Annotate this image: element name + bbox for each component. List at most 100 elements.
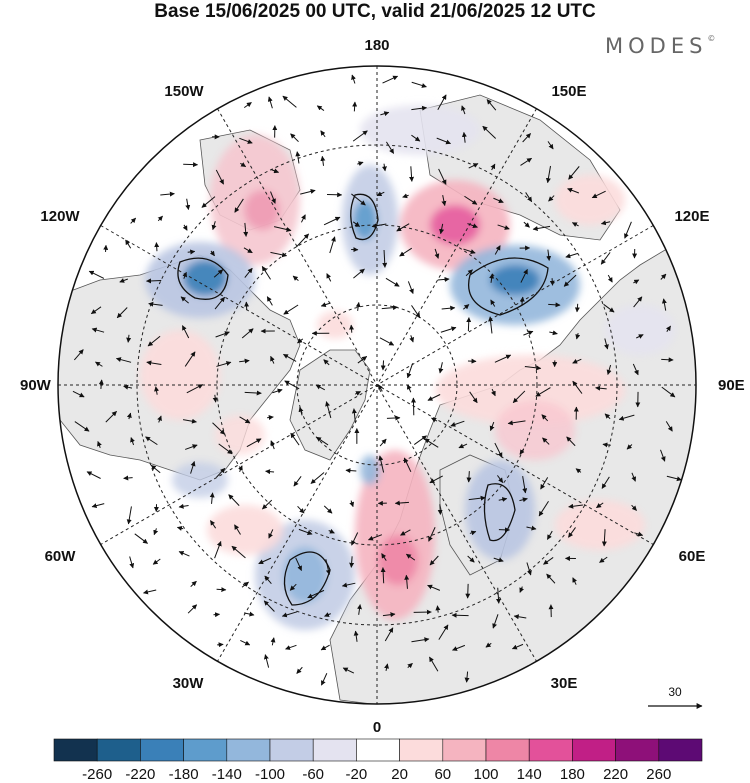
colorbar-tick-label: -60 (302, 766, 324, 783)
wind-vector-arrow (187, 249, 196, 255)
wind-vector-arrow (566, 436, 576, 447)
wind-vector-arrow (631, 472, 637, 482)
wind-vector-arrow (520, 157, 533, 166)
wind-vector-arrow (491, 388, 496, 397)
wind-vector-arrow (186, 384, 204, 394)
colorbar-tick-label: -140 (212, 766, 242, 783)
wind-vector-arrow (323, 216, 341, 226)
colorbar-tick-label: -260 (82, 766, 112, 783)
wind-vector-arrow (427, 394, 441, 401)
wind-vector-arrow (323, 505, 333, 514)
wind-vector-arrow (489, 273, 495, 283)
wind-vector-arrow (565, 253, 578, 259)
wind-vector-arrow (240, 639, 251, 646)
wind-vector-arrow (143, 589, 157, 595)
wind-vector-arrow (604, 338, 609, 350)
wind-vector-arrow (183, 162, 199, 168)
wind-vector-arrow (441, 195, 447, 207)
wind-vector-arrow (575, 333, 581, 340)
wind-vector-arrow (494, 442, 503, 458)
wind-vector-arrow (526, 525, 537, 531)
wind-vector-arrow (450, 420, 465, 427)
wind-vector-arrow (665, 325, 671, 332)
wind-vector-arrow (411, 81, 427, 88)
wind-vector-arrow (571, 222, 579, 227)
wind-vector-arrow (438, 624, 449, 640)
wind-vector-arrow (601, 529, 607, 547)
wind-vector-arrow (240, 162, 247, 168)
wind-vector-arrow (488, 316, 494, 334)
wind-vector-arrow (349, 556, 355, 568)
wind-vector-arrow (201, 196, 216, 208)
wind-vector-arrow (382, 75, 399, 84)
wind-vector-arrow (126, 412, 132, 420)
wind-vector-arrow (461, 131, 467, 143)
wind-vector-arrow (522, 133, 531, 143)
wind-vector-arrow (283, 304, 299, 315)
colorbar-swatch (399, 738, 444, 762)
wind-vector-arrow (376, 191, 385, 197)
wind-vector-arrow (292, 275, 299, 281)
wind-vector-arrow (234, 198, 244, 213)
wind-vector-arrow (341, 582, 356, 588)
wind-vector-arrow (498, 497, 508, 502)
wind-vector-arrow (633, 279, 640, 285)
wind-vector-arrow (523, 221, 530, 228)
wind-vector-arrow (497, 224, 510, 230)
wind-vector-arrow (428, 527, 436, 542)
wind-vector-arrow (153, 528, 159, 536)
colorbar-swatch (356, 738, 400, 762)
wind-vector-arrow (273, 226, 292, 232)
colorbar-tick-label: -180 (169, 766, 199, 783)
wind-vector-arrow (126, 506, 132, 525)
lon-label-180: 180 (364, 37, 389, 54)
wind-vector-arrow (380, 111, 390, 117)
wind-vector-arrow (606, 364, 612, 375)
wind-vector-arrow (512, 390, 526, 403)
wind-vector-arrow (666, 475, 682, 482)
wind-vector-arrow (210, 520, 217, 529)
wind-vector-arrow (295, 151, 301, 164)
modes-logo: MODES© (605, 34, 715, 58)
lon-label-90w: 90W (20, 377, 52, 394)
wind-vector-arrow (228, 494, 240, 506)
wind-vector-arrow (468, 163, 479, 169)
wind-vector-arrow (380, 567, 386, 584)
wind-vector-arrow (270, 191, 276, 204)
colorbar-tick-label: 100 (473, 766, 498, 783)
wind-vector-arrow (357, 604, 362, 615)
wind-vector-arrow (300, 189, 316, 195)
wind-vector-arrow (215, 169, 224, 185)
wind-vector-arrow (270, 251, 288, 258)
wind-vector-arrow (267, 415, 274, 420)
wind-vector-arrow (482, 125, 497, 139)
wind-vector-arrow (572, 380, 583, 394)
wind-vector-arrow (546, 573, 556, 584)
wind-vector-arrow (538, 500, 549, 517)
wind-vector-arrow (239, 416, 251, 424)
wind-vector-arrow (258, 557, 272, 565)
wind-vector-arrow (270, 637, 276, 646)
wind-vector-arrow (572, 358, 582, 364)
wind-vector-arrow (382, 249, 388, 268)
wind-vector-arrow (266, 296, 273, 306)
wind-vector-arrow (265, 469, 275, 475)
wind-vector-arrow (572, 577, 577, 585)
wind-vector-arrow (354, 391, 362, 396)
wind-vector-arrow (357, 356, 368, 364)
wind-vector-arrow (86, 471, 101, 479)
wind-vector-arrow (215, 331, 230, 338)
wind-vector-arrow (568, 527, 576, 538)
wind-vector-arrow (385, 277, 400, 287)
wind-vector-arrow (239, 137, 253, 144)
wind-vector-arrow (115, 357, 132, 363)
wind-vector-arrow (381, 163, 387, 172)
wind-vector-arrow (660, 449, 666, 462)
colorbar-swatch (658, 738, 703, 762)
wind-vector-arrow (261, 265, 271, 280)
wind-vector-arrow (325, 559, 331, 575)
wind-vector-arrow (345, 468, 357, 474)
wind-vector-arrow (116, 307, 128, 319)
wind-vector-arrow (243, 247, 253, 254)
wind-vector-arrow (532, 225, 551, 231)
